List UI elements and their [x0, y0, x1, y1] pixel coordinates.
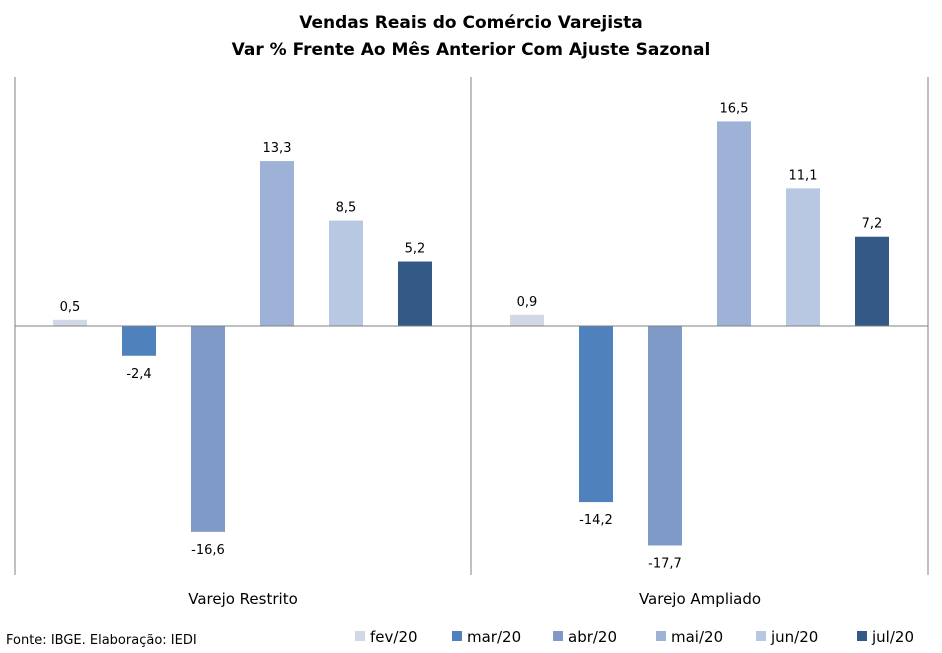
legend-swatch	[656, 631, 666, 641]
bar-jul-20-ampliado	[855, 236, 889, 326]
data-label: -14,2	[579, 513, 613, 528]
legend-swatch	[857, 631, 867, 641]
data-label: -17,7	[648, 556, 682, 571]
data-label: 0,9	[517, 295, 538, 310]
bar-jul-20-restrito	[398, 261, 432, 326]
bar-abr-20-ampliado	[648, 326, 682, 546]
data-label: 5,2	[405, 242, 426, 257]
bar-abr-20-restrito	[191, 326, 225, 532]
data-label: -16,6	[191, 543, 225, 558]
category-label: Varejo Restrito	[188, 590, 298, 608]
legend-swatch	[355, 631, 365, 641]
legend-swatch	[553, 631, 563, 641]
data-label: 13,3	[263, 141, 292, 156]
bar-jun-20-restrito	[329, 220, 363, 326]
legend-label: fev/20	[370, 628, 418, 646]
legend-swatch	[756, 631, 766, 641]
legend-label: mar/20	[467, 628, 521, 646]
data-label: 7,2	[862, 217, 883, 232]
data-label: -2,4	[126, 367, 151, 382]
legend-label: jun/20	[770, 628, 818, 646]
legend-swatch	[452, 631, 462, 641]
bar-mar-20-restrito	[122, 326, 156, 356]
bar-mai-20-restrito	[260, 161, 294, 326]
data-label: 8,5	[336, 201, 357, 216]
data-label: 11,1	[789, 168, 818, 183]
chart-subtitle: Var % Frente Ao Mês Anterior Com Ajuste …	[232, 40, 711, 60]
legend-label: jul/20	[871, 628, 914, 646]
data-label: 0,5	[60, 300, 81, 315]
legend-label: abr/20	[568, 628, 617, 646]
data-label: 16,5	[720, 101, 749, 116]
bar-jun-20-ampliado	[786, 188, 820, 326]
bar-fev-20-ampliado	[510, 314, 544, 326]
legend: fev/20 mar/20 abr/20 mai/20 jun/20 jul/20	[355, 628, 914, 646]
source-note: Fonte: IBGE. Elaboração: IEDI	[6, 633, 197, 648]
category-label: Varejo Ampliado	[639, 590, 761, 608]
legend-label: mai/20	[671, 628, 723, 646]
bar-fev-20-restrito	[53, 319, 87, 326]
bar-mar-20-ampliado	[579, 326, 613, 503]
plot-area: 0,5 0,9 -2,4 -14,2 -16,6 -17,7 13,3 16,5 8,5 11,1…	[14, 77, 929, 608]
bar-mai-20-ampliado	[717, 121, 751, 327]
chart-title: Vendas Reais do Comércio Varejista	[299, 13, 643, 33]
